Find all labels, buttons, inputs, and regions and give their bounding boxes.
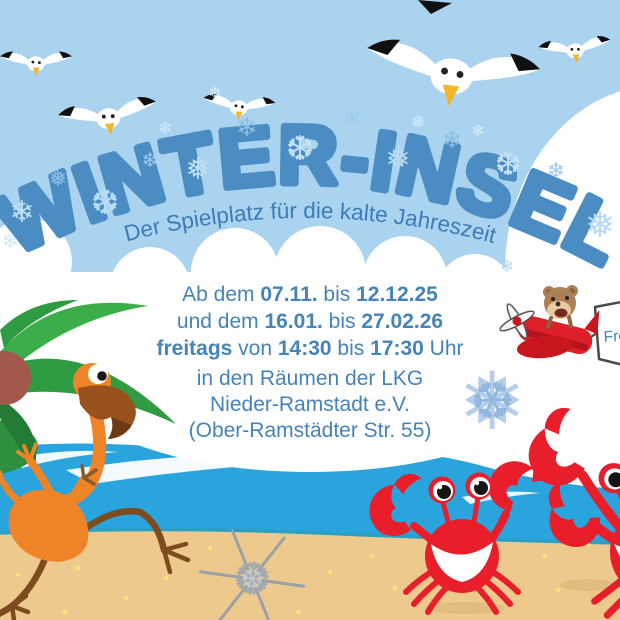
seagull-wingtip-icon bbox=[418, 0, 452, 14]
snowflake-icon: ❄ bbox=[343, 106, 361, 131]
schedule-run: und dem bbox=[176, 310, 265, 333]
banner: Fre bbox=[584, 301, 620, 366]
snowflake-icon: ❄ bbox=[442, 126, 462, 154]
schedule-line: freitags von 14:30 bis 17:30 Uhr bbox=[110, 335, 510, 362]
clouds bbox=[0, 91, 620, 472]
crab-smile bbox=[431, 542, 493, 582]
venue-line: in den Räumen der LKG bbox=[196, 367, 424, 390]
star-snowflake-icon: ❆ ❆ bbox=[199, 529, 305, 620]
venue-line: (Ober-Ramstädter Str. 55) bbox=[188, 419, 432, 442]
schedule-block: Ab dem 07.11. bis 12.12.25 und dem 16.01… bbox=[110, 281, 510, 444]
banner-text: Fre bbox=[603, 327, 620, 346]
snowflake-icon: ❄ bbox=[9, 195, 34, 230]
wave bbox=[66, 453, 418, 484]
bear-pilot-icon bbox=[543, 285, 578, 329]
crab-shadow bbox=[425, 602, 505, 614]
beach-sand bbox=[0, 527, 620, 620]
snowflake-icon: ❅ ❆ bbox=[458, 355, 525, 448]
venue-line: Nieder-Ramstadt e.V. bbox=[210, 393, 410, 416]
snowflake-icon: ❄ bbox=[236, 113, 258, 143]
schedule-run: Ab dem bbox=[182, 283, 261, 306]
schedule-date: 16.01. bbox=[264, 310, 323, 333]
wave bbox=[12, 450, 118, 468]
crab-eyes bbox=[428, 472, 493, 504]
snowflake-icon: ❄ bbox=[208, 83, 221, 102]
schedule-run: bis bbox=[331, 337, 371, 360]
crab-icon bbox=[528, 407, 620, 619]
schedule-line: Ab dem 07.11. bis 12.12.25 bbox=[110, 281, 510, 308]
snowflake-glyph: ❆ bbox=[229, 550, 275, 609]
snowflake-icon: ❄ bbox=[2, 229, 19, 253]
crab-claw bbox=[528, 407, 585, 486]
snowflake-icon: ❄ bbox=[500, 257, 514, 277]
coconut-icon bbox=[0, 351, 31, 405]
schedule-time: 14:30 bbox=[277, 337, 332, 360]
schedule-day: freitags bbox=[156, 337, 233, 360]
flamingo-icon bbox=[0, 363, 191, 620]
crab-icon bbox=[369, 461, 557, 615]
schedule-time: 17:30 bbox=[370, 337, 424, 360]
snowflake-icon: ❅ bbox=[410, 112, 425, 133]
snowflake-icon: ❅ bbox=[49, 167, 67, 192]
snowflake-icon: ❆ bbox=[91, 183, 120, 223]
snowflake-icon: ❅ bbox=[385, 142, 410, 177]
snowflake-icon: ❄ bbox=[142, 148, 159, 172]
venue-block: in den Räumen der LKG Nieder-Ramstadt e.… bbox=[110, 366, 510, 444]
schedule-date: 07.11. bbox=[260, 283, 318, 306]
snowflake-glyph: ❅ bbox=[458, 355, 525, 448]
crab-claw bbox=[548, 482, 601, 547]
schedule-line: und dem 16.01. bis 27.02.26 bbox=[110, 308, 510, 335]
crab-claw bbox=[369, 473, 422, 536]
snowflake-icon: ❄ bbox=[157, 118, 172, 139]
schedule-date: 27.02.26 bbox=[361, 310, 444, 333]
snowflake-icon: ❅ bbox=[185, 152, 210, 187]
airplane-icon bbox=[499, 285, 600, 359]
schedule-run: Uhr bbox=[423, 337, 464, 360]
crab-shadow bbox=[560, 579, 616, 591]
sand-speckles bbox=[15, 542, 591, 615]
snowflake-icon: ❅ bbox=[585, 205, 615, 246]
schedule-run: bis bbox=[322, 310, 362, 333]
snowflake-icon: ❄ bbox=[547, 159, 565, 184]
snowflake-icon: ❆ bbox=[286, 129, 315, 169]
schedule-run: bis bbox=[317, 283, 357, 306]
snowflake-icon: ❆ bbox=[495, 145, 522, 183]
snowflake-icon: ❄ bbox=[471, 121, 484, 140]
schedule-date: 12.12.25 bbox=[356, 283, 438, 306]
schedule-run: von bbox=[232, 337, 278, 360]
propeller-icon bbox=[499, 303, 535, 339]
